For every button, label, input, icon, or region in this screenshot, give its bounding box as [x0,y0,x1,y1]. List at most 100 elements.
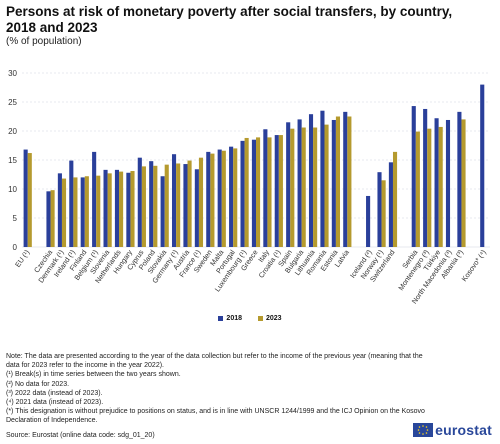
bar-belgium-2023 [96,175,101,247]
bar-norway-2023 [381,180,386,247]
bar-serbia-2023 [415,131,420,247]
y-tick-label: 25 [8,98,17,107]
bar-italy-2018 [263,129,268,247]
footnote-kosovo: (*) This designation is without prejudic… [6,408,425,425]
bars [23,84,485,248]
bar-switzerland-2023 [392,151,398,247]
bar-austria-2018 [183,164,188,247]
bar-croatia-2018 [274,135,279,247]
bar-romania-2023 [324,124,329,247]
bar-iceland-2018 [366,195,371,247]
bar-greece-2023 [256,137,261,247]
bar-luxembourg-2023 [244,137,249,247]
legend: 2018 2023 [0,315,500,322]
bar-malta-2023 [221,150,226,247]
bar-bulgaria-2023 [301,127,306,247]
source-line: Source: Eurostat (online data code: sdg_… [6,432,155,439]
bar-albania-2018 [457,111,462,247]
bar-ireland-2023 [73,177,78,247]
bar-estonia-2018 [331,119,336,247]
bar-slovakia-2018 [160,176,165,247]
bar-switzerland-2018 [388,162,393,247]
bar-netherlands-2018 [114,169,120,247]
bar-luxembourg-2018 [240,140,245,247]
bar-sweden-2023 [210,153,215,247]
y-tick-label: 30 [8,69,17,78]
bar-belgium-2018 [92,151,97,247]
footnote-main: Note: The data are presented according t… [6,353,423,370]
bar-denmark-2023 [61,178,67,247]
bar-spain-2023 [290,128,295,247]
bar-t-rkiye-2023 [438,126,443,247]
bar-germany-2023 [176,163,181,247]
bar-norway-2018 [377,172,382,247]
bar-denmark-2018 [57,173,62,247]
eurostat-logo: eurostat [413,422,492,438]
y-tick-label: 15 [8,156,17,165]
bar-france-2023 [198,157,204,247]
eurostat-wordmark: eurostat [435,422,492,438]
bar-croatia-2023 [278,135,283,247]
bar-germany-2018 [171,154,177,247]
legend-item-2018: 2018 [218,315,242,322]
bar-greece-2018 [251,139,256,247]
legend-item-2023: 2023 [258,315,282,322]
bar-slovakia-2023 [164,164,169,247]
bar-finland-2018 [80,177,85,247]
bar-montenegro-2018 [423,108,428,248]
bar-czechia-2018 [46,191,51,247]
bar-lithuania-2023 [313,127,318,247]
chart-subtitle: (% of population) [6,36,82,47]
bar-portugal-2018 [229,146,234,247]
bar-sweden-2018 [206,151,211,247]
bar-estonia-2023 [335,116,341,247]
eu-flag-icon [413,423,434,437]
bar-czechia-2023 [50,190,55,247]
legend-swatch-2023 [258,316,263,321]
bar-poland-2023 [153,165,158,247]
bar-north-macedonia-2018 [445,119,451,247]
bar-ireland-2018 [69,160,74,247]
bar-malta-2018 [217,149,222,247]
bar-france-2018 [194,169,199,247]
bar-eu-2023 [27,153,32,247]
bar-serbia-2018 [411,106,416,247]
bar-hungary-2018 [126,172,131,247]
bar-albania-2023 [461,119,466,247]
legend-label-2018: 2018 [226,315,242,322]
bar-poland-2018 [149,161,154,247]
bar-spain-2018 [286,122,291,247]
bar-austria-2023 [187,160,192,247]
y-tick-label: 10 [8,185,17,194]
y-tick-label: 0 [13,243,18,252]
bar-romania-2018 [320,110,325,247]
bar-kosovo-2018 [480,84,485,247]
bar-bulgaria-2018 [297,119,302,247]
bar-italy-2023 [267,137,272,247]
bar-cyprus-2018 [137,157,142,247]
bar-slovenia-2023 [107,173,112,247]
bar-netherlands-2023 [119,171,124,247]
bar-lithuania-2018 [308,114,314,248]
footnote-4: (⁴) 2021 data (instead of 2023). [6,399,104,407]
y-tick-label: 20 [8,127,17,136]
chart-title: Persons at risk of monetary poverty afte… [6,4,453,35]
bar-t-rkiye-2018 [434,118,439,248]
legend-swatch-2018 [218,316,224,321]
bar-montenegro-2023 [427,128,432,247]
bar-finland-2023 [84,176,89,247]
bar-latvia-2018 [343,111,348,247]
legend-label-2023: 2023 [266,315,282,322]
y-tick-label: 5 [13,214,18,223]
bar-latvia-2023 [347,116,352,247]
footnote-2: (²) No data for 2023. [6,380,70,388]
bar-hungary-2023 [130,171,135,247]
bar-portugal-2023 [233,148,238,247]
footnote-3: (³) 2022 data (instead of 2023). [6,389,103,397]
bar-slovenia-2018 [103,169,108,247]
bar-eu-2018 [23,149,28,247]
footnote-1: (¹) Break(s) in time series between the … [6,371,181,379]
footnotes: Note: The data are presented according t… [6,352,426,426]
